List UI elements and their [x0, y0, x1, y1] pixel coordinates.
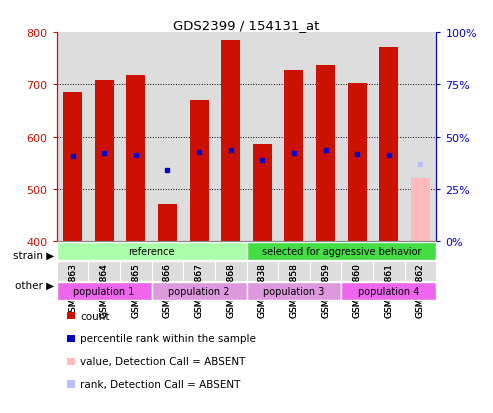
FancyBboxPatch shape — [152, 261, 183, 282]
FancyBboxPatch shape — [120, 261, 152, 282]
Bar — [246, 242, 436, 261]
Title: GDS2399 / 154131_at: GDS2399 / 154131_at — [174, 19, 319, 32]
FancyBboxPatch shape — [57, 261, 88, 282]
Text: GSM120867: GSM120867 — [195, 263, 204, 317]
Text: percentile rank within the sample: percentile rank within the sample — [80, 334, 256, 344]
FancyBboxPatch shape — [405, 261, 436, 282]
Text: population 1: population 1 — [73, 287, 135, 297]
Text: GSM120861: GSM120861 — [385, 263, 393, 317]
FancyBboxPatch shape — [88, 261, 120, 282]
Text: GSM120858: GSM120858 — [289, 263, 298, 317]
Text: GSM120864: GSM120864 — [100, 263, 108, 317]
Text: GSM120861: GSM120861 — [385, 263, 393, 317]
Text: other ▶: other ▶ — [15, 280, 54, 290]
Bar — [253, 145, 272, 242]
Text: GSM120865: GSM120865 — [131, 263, 141, 317]
Bar — [411, 179, 430, 242]
Bar — [57, 242, 246, 261]
Text: GSM120860: GSM120860 — [352, 263, 362, 317]
FancyBboxPatch shape — [183, 261, 215, 282]
Bar — [158, 204, 177, 242]
FancyBboxPatch shape — [373, 261, 405, 282]
Text: GSM120865: GSM120865 — [131, 263, 141, 317]
Text: rank, Detection Call = ABSENT: rank, Detection Call = ABSENT — [80, 379, 241, 389]
Bar — [152, 282, 246, 301]
Text: strain ▶: strain ▶ — [13, 250, 54, 260]
Text: GSM120838: GSM120838 — [258, 263, 267, 317]
Bar — [316, 65, 335, 242]
Text: GSM120862: GSM120862 — [416, 263, 425, 317]
Text: count: count — [80, 311, 110, 321]
FancyBboxPatch shape — [278, 261, 310, 282]
Text: value, Detection Call = ABSENT: value, Detection Call = ABSENT — [80, 356, 246, 366]
Text: population 4: population 4 — [358, 287, 420, 297]
Bar — [95, 81, 113, 242]
Text: GSM120862: GSM120862 — [416, 263, 425, 317]
Bar — [348, 83, 367, 242]
Text: GSM120859: GSM120859 — [321, 263, 330, 317]
Text: population 2: population 2 — [168, 287, 230, 297]
Text: GSM120860: GSM120860 — [352, 263, 362, 317]
Bar — [380, 48, 398, 242]
FancyBboxPatch shape — [341, 261, 373, 282]
Bar — [341, 282, 436, 301]
Bar — [246, 282, 341, 301]
Text: GSM120859: GSM120859 — [321, 263, 330, 317]
Text: population 3: population 3 — [263, 287, 324, 297]
Bar — [57, 282, 152, 301]
Bar — [126, 76, 145, 242]
Text: GSM120867: GSM120867 — [195, 263, 204, 317]
Bar — [63, 93, 82, 242]
FancyBboxPatch shape — [310, 261, 341, 282]
Text: reference: reference — [128, 247, 175, 256]
Bar — [221, 41, 240, 242]
Text: GSM120863: GSM120863 — [68, 263, 77, 317]
Text: GSM120863: GSM120863 — [68, 263, 77, 317]
FancyBboxPatch shape — [215, 261, 246, 282]
FancyBboxPatch shape — [246, 261, 278, 282]
Text: GSM120868: GSM120868 — [226, 263, 235, 317]
Text: GSM120864: GSM120864 — [100, 263, 108, 317]
Text: GSM120838: GSM120838 — [258, 263, 267, 317]
Text: GSM120858: GSM120858 — [289, 263, 298, 317]
Text: GSM120866: GSM120866 — [163, 263, 172, 317]
Text: selected for aggressive behavior: selected for aggressive behavior — [262, 247, 421, 256]
Bar — [189, 101, 209, 242]
Text: GSM120866: GSM120866 — [163, 263, 172, 317]
Text: GSM120868: GSM120868 — [226, 263, 235, 317]
Bar — [284, 71, 304, 242]
